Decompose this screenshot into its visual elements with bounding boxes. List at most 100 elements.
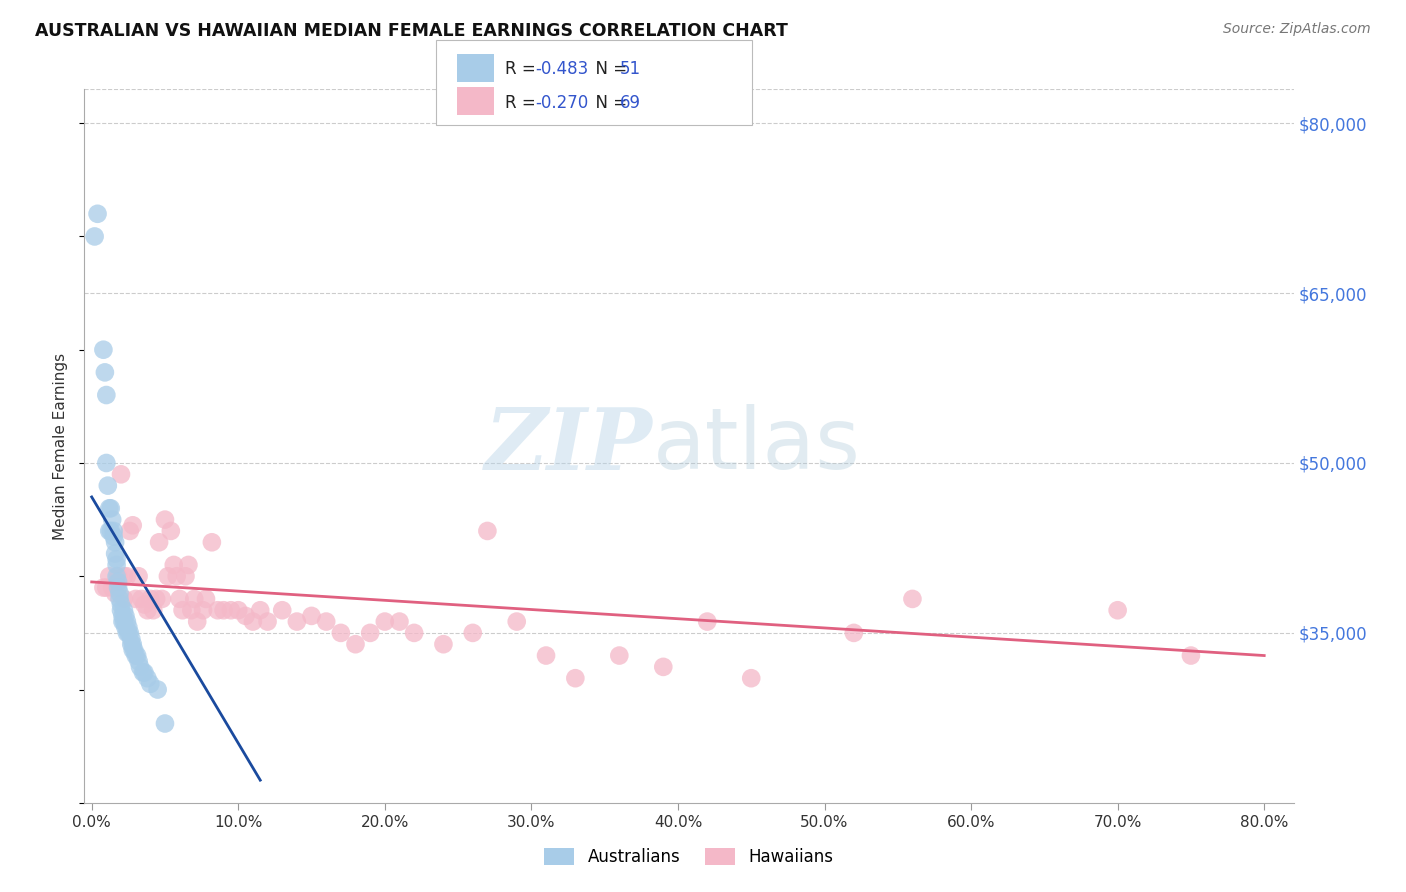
Text: atlas: atlas (652, 404, 860, 488)
Point (226, 603, 249, 617)
Point (242, 615, 264, 629)
Point (129, 660, 152, 674)
Point (114, 620, 136, 634)
Point (166, 569, 188, 583)
Point (104, 535, 127, 549)
Point (153, 513, 176, 527)
Point (100, 501, 122, 516)
Point (115, 626, 138, 640)
Point (374, 615, 396, 629)
Text: AUSTRALIAN VS HAWAIIAN MEDIAN FEMALE EARNINGS CORRELATION CHART: AUSTRALIAN VS HAWAIIAN MEDIAN FEMALE EAR… (35, 22, 787, 40)
Text: R =: R = (505, 94, 541, 112)
Point (120, 637, 142, 651)
Point (235, 608, 257, 623)
Point (160, 524, 183, 538)
Point (177, 558, 200, 572)
Point (163, 558, 186, 572)
Point (98, 569, 121, 583)
Point (112, 615, 135, 629)
Point (98, 501, 121, 516)
Point (404, 626, 426, 640)
Point (117, 620, 139, 634)
Point (506, 615, 529, 629)
Point (134, 665, 156, 680)
Point (112, 591, 135, 606)
Point (107, 574, 129, 589)
Point (121, 643, 143, 657)
Text: 69: 69 (620, 94, 641, 112)
Point (110, 467, 132, 482)
Text: -0.483: -0.483 (536, 60, 589, 78)
Text: 51: 51 (620, 60, 641, 78)
Point (96, 456, 118, 470)
Point (150, 591, 173, 606)
Point (118, 524, 141, 538)
Point (534, 648, 557, 663)
Point (461, 626, 484, 640)
Legend: Australians, Hawaiians: Australians, Hawaiians (537, 841, 841, 873)
Point (104, 586, 127, 600)
Point (271, 603, 294, 617)
Point (110, 603, 132, 617)
Point (131, 591, 153, 606)
Point (256, 615, 278, 629)
Point (136, 671, 159, 685)
Point (477, 524, 499, 538)
Point (201, 535, 224, 549)
Text: ZIP: ZIP (485, 404, 652, 488)
Point (285, 615, 308, 629)
Point (148, 535, 170, 549)
Point (128, 654, 150, 668)
Point (145, 591, 167, 606)
Point (359, 626, 381, 640)
Point (111, 615, 134, 629)
Point (122, 643, 145, 657)
Point (93, 581, 115, 595)
Point (432, 637, 454, 651)
Point (156, 569, 179, 583)
Point (127, 648, 149, 663)
Point (842, 626, 865, 640)
Point (105, 558, 128, 572)
Point (112, 603, 135, 617)
Point (121, 637, 143, 651)
Point (86, 207, 108, 221)
Point (98, 524, 121, 538)
Point (132, 665, 155, 680)
Point (128, 569, 150, 583)
Point (740, 671, 762, 685)
Point (136, 603, 159, 617)
Point (329, 626, 352, 640)
Text: Source: ZipAtlas.com: Source: ZipAtlas.com (1223, 22, 1371, 37)
Point (195, 591, 218, 606)
Point (112, 569, 135, 583)
Point (139, 677, 162, 691)
Point (315, 615, 337, 629)
Text: -0.270: -0.270 (536, 94, 589, 112)
Point (107, 581, 129, 595)
Point (219, 603, 242, 617)
Point (93, 343, 115, 357)
Point (101, 581, 124, 595)
Point (115, 569, 138, 583)
Point (1180, 648, 1202, 663)
Point (172, 603, 194, 617)
Point (103, 524, 125, 538)
Point (105, 569, 128, 583)
Point (249, 603, 271, 617)
Point (212, 603, 235, 617)
Point (103, 530, 125, 544)
Point (186, 615, 208, 629)
Point (83, 229, 105, 244)
Point (180, 603, 202, 617)
Point (301, 608, 323, 623)
Point (110, 598, 132, 612)
Point (104, 547, 127, 561)
Point (607, 648, 630, 663)
Point (169, 591, 191, 606)
Point (124, 591, 146, 606)
Point (183, 591, 205, 606)
Point (344, 637, 367, 651)
Point (118, 626, 141, 640)
Point (115, 615, 138, 629)
